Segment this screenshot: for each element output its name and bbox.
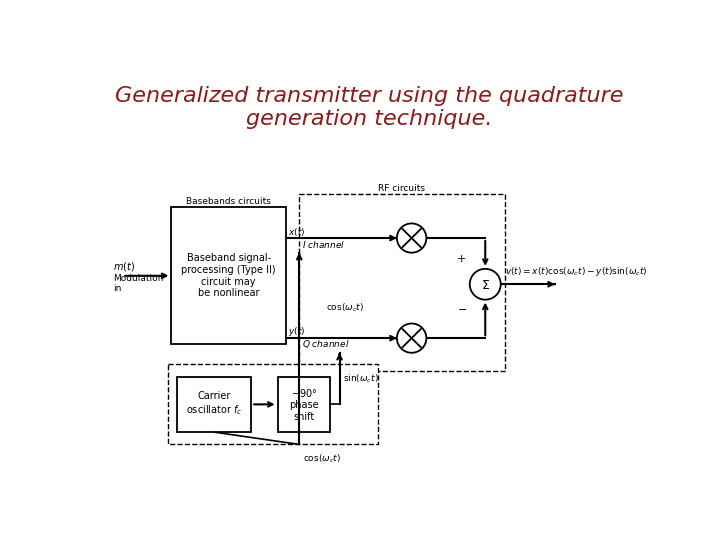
Text: $\sin(\omega_c t)$: $\sin(\omega_c t)$ bbox=[343, 372, 379, 385]
Text: Modulation
in: Modulation in bbox=[113, 274, 163, 293]
Bar bbox=[300, 194, 505, 372]
Bar bbox=[177, 377, 251, 432]
Text: $I$ channel: $I$ channel bbox=[302, 239, 345, 249]
Text: $\cos(\omega_c t)$: $\cos(\omega_c t)$ bbox=[303, 452, 341, 464]
Text: generation technique.: generation technique. bbox=[246, 110, 492, 130]
Bar bbox=[277, 377, 330, 432]
Circle shape bbox=[397, 224, 426, 253]
Text: Carrier
oscillator $f_c$: Carrier oscillator $f_c$ bbox=[186, 392, 242, 417]
Text: $v(t) = x(t)\cos(\omega_c t) - y(t)\sin(\omega_c t)$: $v(t) = x(t)\cos(\omega_c t) - y(t)\sin(… bbox=[505, 265, 647, 278]
Text: $Q$ channel: $Q$ channel bbox=[302, 338, 349, 350]
Text: Basebands circuits: Basebands circuits bbox=[186, 197, 271, 206]
Bar bbox=[168, 363, 378, 444]
Text: $\Sigma$: $\Sigma$ bbox=[481, 279, 490, 292]
Text: +: + bbox=[457, 254, 467, 264]
Circle shape bbox=[397, 323, 426, 353]
Circle shape bbox=[469, 269, 500, 300]
Text: $\cos(\omega_c t)$: $\cos(\omega_c t)$ bbox=[326, 302, 364, 314]
Text: Baseband signal-
processing (Type II)
circuit may
be nonlinear: Baseband signal- processing (Type II) ci… bbox=[181, 253, 276, 298]
Text: Generalized transmitter using the quadrature: Generalized transmitter using the quadra… bbox=[114, 86, 624, 106]
Text: $x(t)$: $x(t)$ bbox=[287, 226, 305, 238]
Text: $y(t)$: $y(t)$ bbox=[287, 326, 305, 339]
Text: RF circuits: RF circuits bbox=[379, 184, 426, 193]
Text: $-$: $-$ bbox=[456, 303, 467, 314]
Text: $-90°$
phase
shift: $-90°$ phase shift bbox=[289, 387, 319, 422]
Text: $m(t)$: $m(t)$ bbox=[113, 260, 135, 273]
Bar bbox=[171, 207, 286, 345]
